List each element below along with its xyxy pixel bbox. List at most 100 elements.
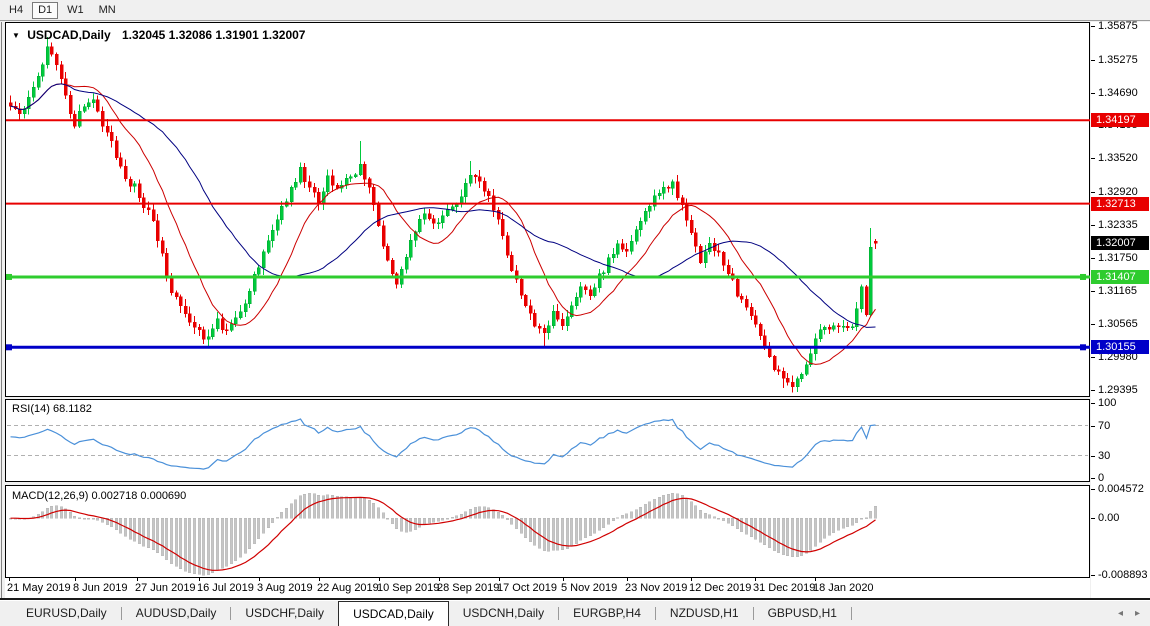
date-tick-label: 17 Oct 2019 (497, 582, 557, 594)
price-tick-mark (1091, 290, 1095, 292)
rsi-tick-mark (1091, 425, 1095, 427)
tab-separator (230, 607, 232, 620)
date-tick-mark (815, 578, 816, 581)
price-tick-mark (1091, 357, 1095, 359)
price-tick-label: 1.29395 (1098, 383, 1138, 396)
price-tick-label: 1.34690 (1098, 86, 1138, 99)
collapse-indicator-icon[interactable]: ▼ (12, 31, 20, 40)
date-tick-label: 8 Jun 2019 (73, 582, 128, 594)
price-tick-label: 1.33520 (1098, 152, 1138, 165)
price-line-badge: 1.32713 (1091, 196, 1149, 211)
price-line-badge: 1.31407 (1091, 269, 1149, 284)
macd-axis-label: 0.00 (1098, 512, 1120, 525)
price-tick-mark (1091, 26, 1095, 27)
timeframe-mn-button[interactable]: MN (93, 2, 122, 19)
content-bottom-edge (0, 598, 1150, 600)
price-tick-mark (1091, 324, 1095, 326)
price-tick-mark (1091, 158, 1095, 160)
candlestick-chart[interactable] (5, 22, 1090, 397)
date-tick-mark (319, 578, 320, 581)
price-tick-mark (1091, 191, 1095, 193)
date-tick-mark (563, 578, 564, 581)
price-tick-mark (1091, 59, 1095, 61)
rsi-label: RSI(14) 68.1182 (12, 403, 92, 415)
date-tick-mark (9, 578, 10, 581)
timeframe-d1-button[interactable]: D1 (32, 1, 59, 19)
tab-separator (752, 607, 754, 620)
rsi-tick-mark (1091, 478, 1095, 479)
macd-tick-mark (1091, 575, 1095, 576)
price-line-badge: 1.34197 (1091, 113, 1149, 128)
hline-handle[interactable] (1080, 273, 1086, 280)
date-tick-label: 22 Aug 2019 (317, 582, 379, 594)
hline-handle[interactable] (1080, 344, 1086, 351)
date-tick-mark (75, 578, 76, 581)
date-tick-label: 10 Sep 2019 (377, 582, 440, 594)
price-tick-mark (1091, 224, 1095, 226)
rsi-axis-label: 70 (1098, 419, 1111, 432)
price-tick-label: 1.32920 (1098, 185, 1138, 198)
hline-handle[interactable] (6, 273, 12, 280)
date-tick-mark (199, 578, 200, 581)
tab-usdchf-daily[interactable]: USDCHF,Daily (245, 606, 325, 620)
price-tick-label: 1.30565 (1098, 318, 1138, 331)
date-tick-label: 12 Dec 2019 (689, 582, 752, 594)
tab-usdcnh-daily[interactable]: USDCNH,Daily (462, 606, 545, 620)
price-tick-label: 1.35875 (1098, 20, 1138, 32)
rsi-axis-label: 0 (1098, 472, 1105, 484)
macd-axis-label: 0.004572 (1098, 483, 1144, 495)
rsi-axis-label: 30 (1098, 449, 1111, 462)
tab-separator (120, 607, 122, 620)
price-chart-panel[interactable] (5, 22, 1090, 397)
price-tick-label: 1.35275 (1098, 53, 1138, 66)
tab-eurgbp-h4[interactable]: EURGBP,H4 (573, 606, 641, 620)
price-axis[interactable]: 1.358751.352751.346901.341051.335201.329… (1091, 20, 1150, 598)
tab-nzdusd-h1[interactable]: NZDUSD,H1 (669, 606, 739, 620)
timeframe-w1-button[interactable]: W1 (61, 2, 90, 19)
date-tick-mark (137, 578, 138, 581)
tab-separator (654, 607, 656, 620)
date-tick-mark (691, 578, 692, 581)
date-tick-label: 28 Sep 2019 (437, 582, 500, 594)
price-tick-label: 1.32335 (1098, 218, 1138, 231)
window-left-edge (1, 22, 2, 598)
date-tick-mark (439, 578, 440, 581)
chart-symbol-label: USDCAD,Daily (27, 28, 111, 42)
tab-usdcad-daily[interactable]: USDCAD,Daily (338, 601, 449, 626)
chart-ohlc-quote: 1.32045 1.32086 1.31901 1.32007 (121, 28, 306, 42)
price-tick-label: 1.31165 (1098, 284, 1137, 297)
tab-eurusd-daily[interactable]: EURUSD,Daily (26, 606, 107, 620)
tabs-scroll-left-icon[interactable]: ◂ (1117, 608, 1123, 619)
macd-label: MACD(12,26,9) 0.002718 0.000690 (12, 490, 187, 502)
tabs-scroll-right-icon[interactable]: ▸ (1134, 608, 1140, 619)
date-tick-label: 3 Aug 2019 (257, 582, 313, 594)
tab-separator (558, 607, 560, 620)
price-tick-mark (1091, 257, 1095, 259)
date-tick-label: 23 Nov 2019 (625, 582, 688, 594)
tab-gbpusd-h1[interactable]: GBPUSD,H1 (767, 606, 837, 620)
rsi-panel[interactable] (5, 399, 1090, 482)
hline-handle[interactable] (6, 344, 12, 351)
chart-title: ▼ USDCAD,Daily 1.32045 1.32086 1.31901 1… (12, 28, 305, 42)
price-tick-label: 1.31750 (1098, 251, 1138, 264)
date-axis[interactable]: 21 May 2019 8 Jun 2019 27 Jun 2019 16 Jul 2… (5, 578, 1090, 598)
date-tick-mark (499, 578, 500, 581)
date-tick-label: 31 Dec 2019 (753, 582, 816, 594)
rsi-plot (7, 418, 1088, 470)
price-line-badge: 1.30155 (1091, 340, 1149, 355)
macd-axis-label: -0.008893 (1098, 569, 1148, 581)
macd-tick-mark (1091, 489, 1095, 490)
tab-scroll-arrows: ◂ ▸ (1118, 601, 1150, 626)
date-tick-label: 27 Jun 2019 (135, 582, 196, 594)
date-tick-label: 18 Jan 2020 (813, 582, 874, 594)
macd-plot (9, 492, 877, 576)
macd-tick-mark (1091, 518, 1095, 520)
date-tick-mark (755, 578, 756, 581)
timeframe-h4-button[interactable]: H4 (3, 2, 29, 19)
tab-audusd-daily[interactable]: AUDUSD,Daily (135, 606, 217, 620)
date-tick-label: 5 Nov 2019 (561, 582, 618, 594)
price-tick-mark (1091, 92, 1095, 94)
date-tick-mark (259, 578, 260, 581)
rsi-tick-mark (1091, 403, 1095, 404)
